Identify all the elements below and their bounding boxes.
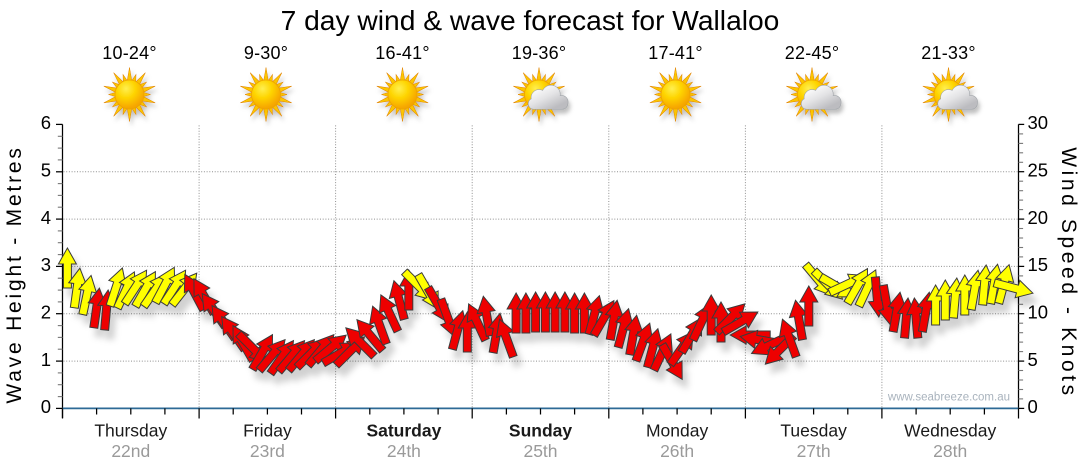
svg-text:22-45°: 22-45°	[785, 43, 839, 63]
svg-text:0: 0	[41, 396, 51, 417]
svg-text:6: 6	[41, 112, 51, 133]
svg-text:30: 30	[1028, 112, 1049, 133]
svg-text:Wave Height - Metres: Wave Height - Metres	[3, 145, 26, 403]
svg-text:4: 4	[41, 207, 51, 228]
svg-text:Wind Speed - Knots: Wind Speed - Knots	[1057, 147, 1080, 399]
svg-text:20: 20	[1028, 207, 1049, 228]
svg-text:www.seabreeze.com.au: www.seabreeze.com.au	[887, 392, 1010, 404]
svg-text:9-30°: 9-30°	[244, 43, 288, 63]
svg-text:22nd: 22nd	[111, 441, 150, 461]
svg-text:27th: 27th	[797, 441, 831, 461]
svg-text:21-33°: 21-33°	[921, 43, 975, 63]
svg-text:28th: 28th	[933, 441, 967, 461]
svg-text:1: 1	[41, 349, 51, 370]
svg-text:26th: 26th	[660, 441, 694, 461]
svg-text:Saturday: Saturday	[366, 421, 441, 441]
svg-text:Wednesday: Wednesday	[904, 421, 996, 441]
svg-text:10-24°: 10-24°	[102, 43, 156, 63]
svg-text:Sunday: Sunday	[509, 421, 572, 441]
svg-text:5: 5	[41, 160, 51, 181]
svg-text:Thursday: Thursday	[94, 421, 167, 441]
svg-text:3: 3	[41, 254, 51, 275]
svg-text:16-41°: 16-41°	[375, 43, 429, 63]
svg-text:17-41°: 17-41°	[648, 43, 702, 63]
svg-text:Monday: Monday	[646, 421, 709, 441]
svg-text:19-36°: 19-36°	[512, 43, 566, 63]
svg-text:25: 25	[1028, 160, 1049, 181]
svg-text:2: 2	[41, 302, 51, 323]
svg-text:0: 0	[1028, 396, 1038, 417]
svg-text:Tuesday: Tuesday	[780, 421, 847, 441]
svg-text:7 day wind & wave forecast for: 7 day wind & wave forecast for Wallaloo	[281, 4, 780, 36]
svg-text:15: 15	[1028, 254, 1049, 275]
svg-text:10: 10	[1028, 302, 1049, 323]
svg-text:Friday: Friday	[243, 421, 292, 441]
svg-text:25th: 25th	[523, 441, 557, 461]
svg-text:24th: 24th	[387, 441, 421, 461]
svg-text:23rd: 23rd	[250, 441, 285, 461]
svg-text:5: 5	[1028, 349, 1038, 370]
